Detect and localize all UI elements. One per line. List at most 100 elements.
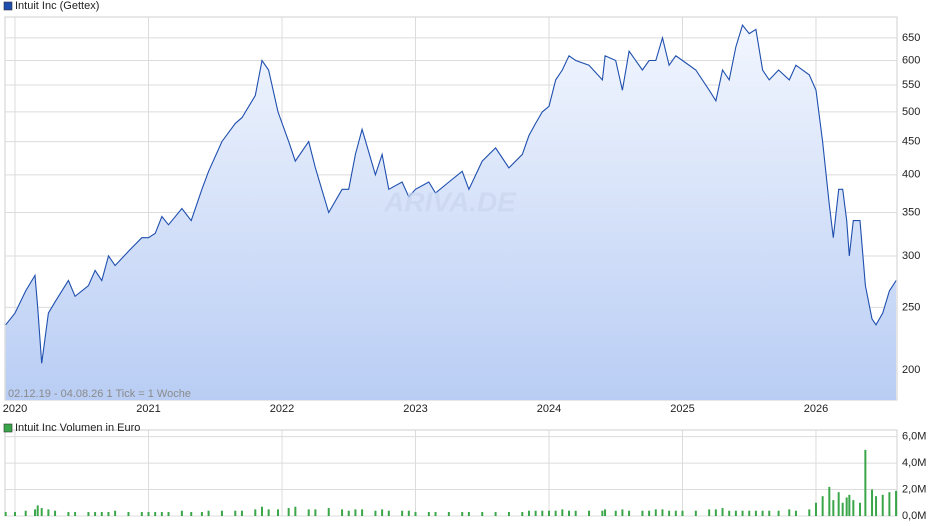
volume-bar <box>507 512 510 516</box>
volume-bar <box>414 512 417 516</box>
y-tick-label: 600 <box>902 54 920 66</box>
volume-bar <box>160 512 163 516</box>
volume-bar <box>574 510 577 516</box>
volume-bar <box>768 510 771 516</box>
volume-bar <box>314 509 317 516</box>
volume-bar <box>845 497 848 516</box>
y-tick-label: 0,0M <box>902 510 926 522</box>
volume-bar <box>67 512 70 516</box>
volume-bar <box>374 510 377 516</box>
volume-bar <box>864 449 867 516</box>
volume-bar <box>167 512 170 516</box>
plot-frame <box>4 429 898 517</box>
volume-bar <box>788 509 791 516</box>
volume-bar <box>36 505 39 516</box>
x-tick-label: 2021 <box>136 403 160 415</box>
volume-bar <box>200 512 203 516</box>
volume-bar <box>859 502 862 516</box>
volume-bar <box>294 506 297 516</box>
y-tick-label: 350 <box>902 206 920 218</box>
y-tick-label: 6,0M <box>902 431 926 443</box>
volume-bar <box>14 512 17 516</box>
volume-bar <box>661 509 664 516</box>
volume-bar <box>821 496 824 516</box>
y-tick-label: 200 <box>902 364 920 376</box>
x-tick-label: 2025 <box>670 403 694 415</box>
volume-bar <box>714 509 717 516</box>
volume-bar <box>54 510 57 516</box>
volume-bar <box>521 512 524 516</box>
y-tick-label: 300 <box>902 250 920 262</box>
volume-bar <box>628 510 631 516</box>
volume-bar <box>754 510 757 516</box>
volume-bar <box>287 508 290 516</box>
volume-bar <box>881 494 884 516</box>
volume-bar <box>614 510 617 516</box>
volume-bar <box>601 510 604 516</box>
volume-bar <box>668 510 671 516</box>
volume-bar <box>794 510 797 516</box>
y-tick-label: 250 <box>902 301 920 313</box>
y-tick-label: 550 <box>902 79 920 91</box>
legend-swatch <box>3 423 13 433</box>
volume-bar <box>220 510 223 516</box>
volume-bar <box>728 510 731 516</box>
volume-bar <box>87 512 90 516</box>
volume-bar <box>407 510 410 516</box>
volume-bar <box>534 510 537 516</box>
volume-bar <box>814 502 817 516</box>
volume-bar <box>140 512 143 516</box>
volume-bar <box>447 512 450 516</box>
date-range-note: 02.12.19 - 04.08.26 1 Tick = 1 Woche <box>8 388 191 400</box>
x-tick-label: 2022 <box>270 403 294 415</box>
volume-bar <box>837 492 840 516</box>
volume-bar <box>721 508 724 516</box>
volume-bar <box>34 509 37 516</box>
y-tick-label: 450 <box>902 136 920 148</box>
volume-bar <box>381 509 384 516</box>
volume-bar <box>871 489 874 516</box>
volume-bar <box>841 502 844 516</box>
volume-bar <box>681 510 684 516</box>
volume-bar <box>561 509 564 516</box>
volume-bar <box>895 490 898 516</box>
volume-bar <box>808 509 811 516</box>
volume-bar <box>828 486 831 516</box>
volume-bar <box>24 510 27 516</box>
volume-bar <box>267 509 270 516</box>
volume-bar <box>527 510 530 516</box>
watermark: ARIVA.DE <box>383 186 517 217</box>
volume-bar <box>554 510 557 516</box>
volume-bar <box>47 509 50 516</box>
volume-bar <box>734 510 737 516</box>
volume-bar <box>888 492 891 516</box>
volume-bar <box>354 509 357 516</box>
x-tick-label: 2024 <box>537 403 561 415</box>
y-tick-label: 400 <box>902 169 920 181</box>
volume-bar <box>154 512 157 516</box>
volume-bar <box>494 512 497 516</box>
y-tick-label: 4,0M <box>902 457 926 469</box>
volume-bar <box>234 510 237 516</box>
volume-bar <box>832 500 835 516</box>
volume-bar <box>648 510 651 516</box>
volume-bar <box>180 510 183 516</box>
volume-bar <box>777 510 780 516</box>
volume-bar <box>541 510 544 516</box>
volume-bar <box>621 509 624 516</box>
volume-bar <box>254 509 257 516</box>
volume-bar <box>190 512 193 516</box>
volume-bar <box>94 512 97 516</box>
volume-bar <box>100 512 103 516</box>
volume-bar <box>604 509 607 516</box>
volume-bar <box>434 512 437 516</box>
price-line <box>5 24 897 364</box>
x-tick-label: 2026 <box>804 403 828 415</box>
volume-bar <box>114 510 117 516</box>
y-tick-label: 2,0M <box>902 483 926 495</box>
volume-bar <box>347 510 350 516</box>
volume-bar <box>40 508 43 516</box>
volume-bar <box>875 496 878 516</box>
volume-bar <box>401 510 404 516</box>
